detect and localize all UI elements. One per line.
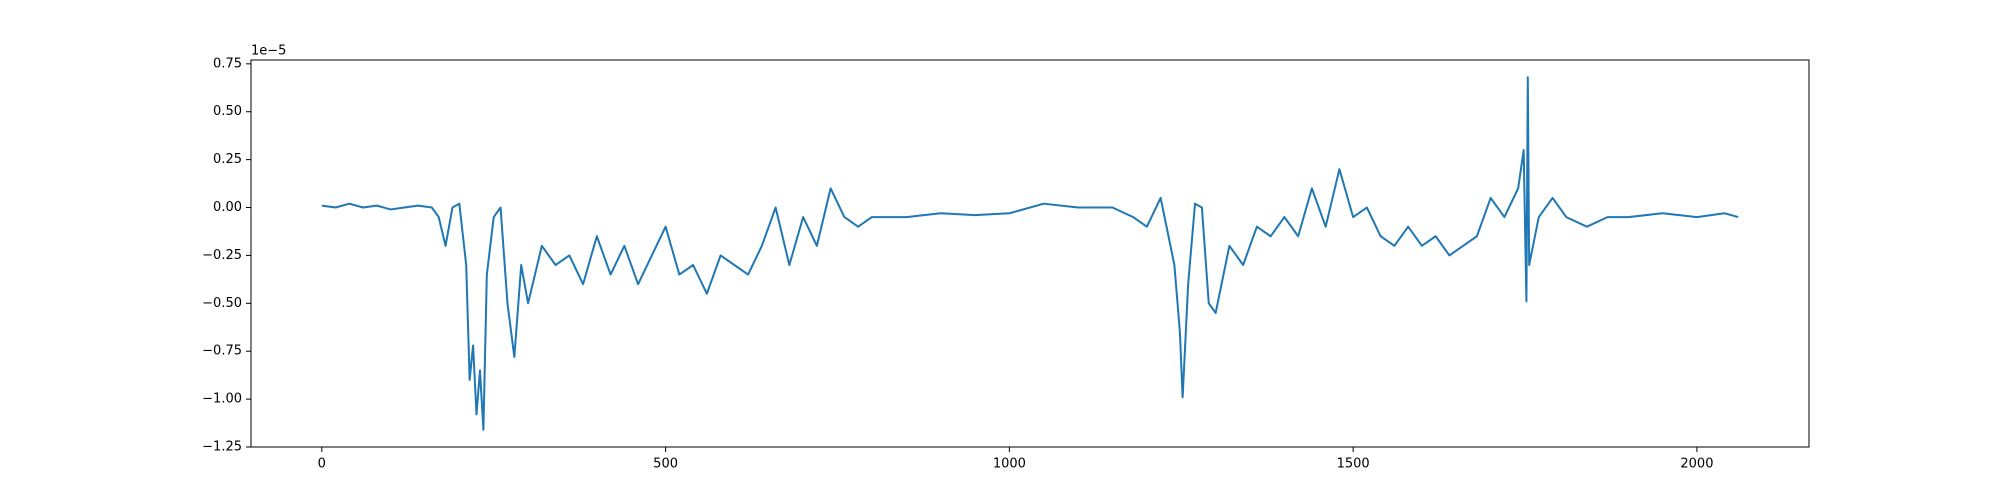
x-tick-label: 1500	[1337, 457, 1370, 472]
x-tick-label: 0	[318, 457, 326, 472]
x-tick-label: 2000	[1680, 457, 1713, 472]
x-tick-label: 1000	[993, 457, 1026, 472]
y-tick-label: −0.25	[202, 248, 242, 263]
y-tick-label: −0.75	[202, 344, 242, 359]
y-tick-label: −0.50	[202, 296, 242, 311]
y-tick-label: 0.75	[213, 56, 242, 71]
y-tick-label: 0.25	[213, 152, 242, 167]
offset-label: 1e−5	[251, 44, 286, 59]
y-tick-label: 0.00	[213, 200, 242, 215]
axes-frame	[250, 59, 1810, 448]
line	[321, 76, 1739, 431]
x-tick-label: 500	[653, 457, 678, 472]
y-tick-label: −1.00	[202, 392, 242, 407]
y-tick-label: 0.50	[213, 104, 242, 119]
y-tick-label: −1.25	[202, 440, 242, 455]
